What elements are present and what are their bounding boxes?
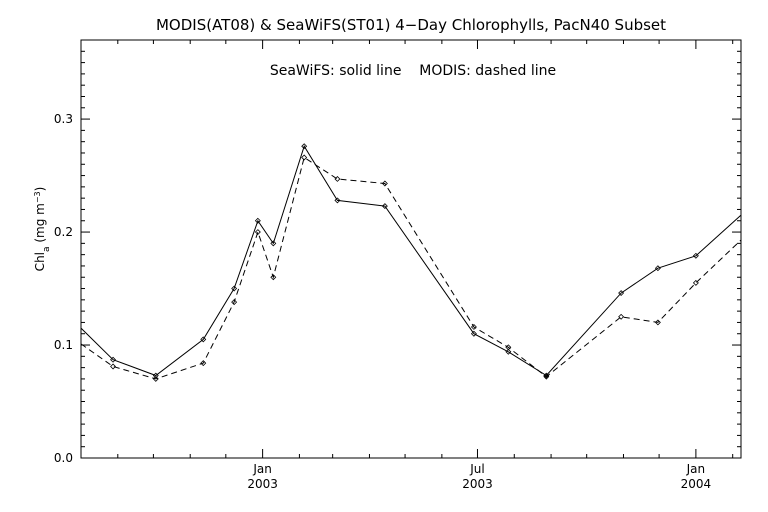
data-point-seawifs [270,240,277,247]
plot-frame [80,39,742,459]
data-point-modis [270,274,277,281]
data-point-modis [505,344,512,351]
data-point-modis [692,279,699,286]
y-axis-label-exponent: −3 [33,191,42,203]
series-layer [80,143,742,382]
series-line-seawifs [80,145,742,377]
data-point-seawifs [505,348,512,355]
x-tick-label-year: 2003 [247,477,278,491]
data-point-seawifs [200,336,207,343]
data-point-modis [470,323,477,330]
data-point-modis [654,319,661,326]
y-axis-label-unit: (mg m [33,203,47,246]
x-tick-label-month: Jan [252,462,272,476]
data-point-modis [381,180,388,187]
x-tick-label-year: 2004 [681,477,712,491]
data-point-modis [231,299,238,306]
legend-annotation: SeaWiFS: solid line MODIS: dashed line [270,63,556,79]
data-point-seawifs [301,143,308,150]
y-tick-label: 0.0 [54,451,73,465]
data-point-modis [334,175,341,182]
y-axis-label-subscript: a [42,246,52,252]
data-point-seawifs [334,197,341,204]
y-tick-label: 0.3 [54,112,73,126]
y-axis-label-close: ) [33,187,47,192]
y-tick-label: 0.1 [54,338,73,352]
y-axis-label-main: Chl [33,252,47,271]
data-point-seawifs [152,372,159,379]
y-tick-label: 0.2 [54,225,73,239]
data-point-seawifs [381,203,388,210]
data-point-seawifs [470,330,477,337]
series-line-modis [80,156,742,380]
data-point-modis [110,363,117,370]
data-point-modis [152,375,159,382]
data-point-modis [301,154,308,161]
data-point-seawifs [692,252,699,259]
data-point-seawifs [618,290,625,297]
series-seawifs [80,143,742,379]
x-tick-label-month: Jan [686,462,706,476]
series-modis [80,154,742,382]
y-axis: 0.0 0.1 0.2 0.3 [54,50,741,465]
x-tick-label-month: Jul [469,462,484,476]
x-tick-label-year: 2003 [462,477,493,491]
data-point-seawifs [654,265,661,272]
data-point-modis [618,313,625,320]
data-point-modis [254,229,261,236]
y-axis-label: Chla (mg m−3) [33,187,53,272]
data-point-seawifs [110,356,117,363]
data-point-seawifs [254,217,261,224]
data-point-modis [543,373,550,380]
data-point-seawifs [543,372,550,379]
chart-title: MODIS(AT08) & SeaWiFS(ST01) 4−Day Chloro… [156,16,666,34]
data-point-seawifs [231,285,238,292]
data-point-modis [200,360,207,367]
